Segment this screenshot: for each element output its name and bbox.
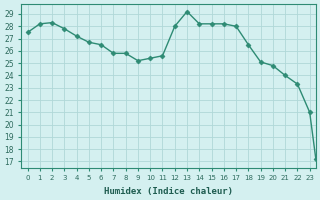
X-axis label: Humidex (Indice chaleur): Humidex (Indice chaleur) — [104, 187, 233, 196]
